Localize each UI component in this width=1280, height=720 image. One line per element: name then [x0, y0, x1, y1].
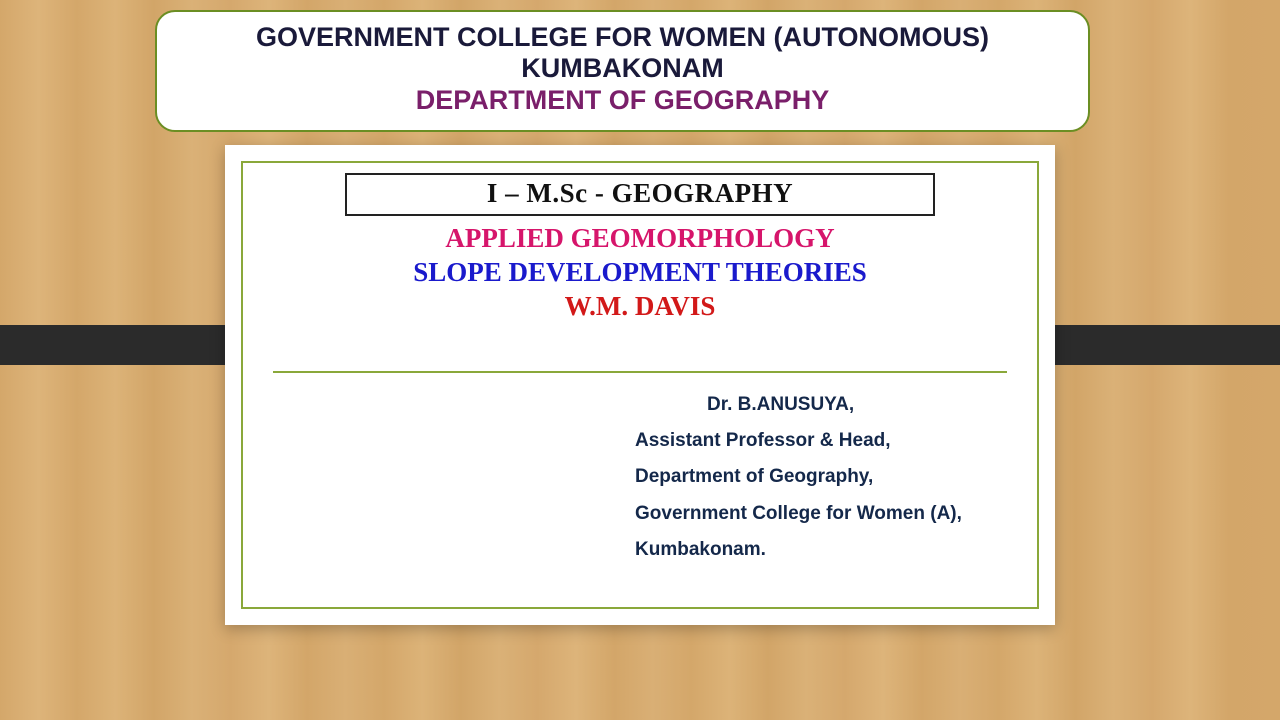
presenter-name: Dr. B.ANUSUYA, [635, 387, 1015, 423]
main-inner-frame: I – M.Sc - GEOGRAPHY APPLIED GEOMORPHOLO… [241, 161, 1039, 609]
subject-title: APPLIED GEOMORPHOLOGY [265, 222, 1015, 256]
presenter-college: Government College for Women (A), [635, 496, 1015, 532]
presenter-role: Assistant Professor & Head, [635, 423, 1015, 459]
topic-title: SLOPE DEVELOPMENT THEORIES [265, 256, 1015, 290]
department-name: DEPARTMENT OF GEOGRAPHY [177, 84, 1068, 118]
college-name-line1: GOVERNMENT COLLEGE FOR WOMEN (AUTONOMOUS… [177, 22, 1068, 53]
presenter-city: Kumbakonam. [635, 532, 1015, 568]
main-card: I – M.Sc - GEOGRAPHY APPLIED GEOMORPHOLO… [225, 145, 1055, 625]
header-box: GOVERNMENT COLLEGE FOR WOMEN (AUTONOMOUS… [155, 10, 1090, 132]
presenter-block: Dr. B.ANUSUYA, Assistant Professor & Hea… [635, 387, 1015, 567]
decor-bar-left [0, 325, 225, 365]
divider-line [273, 371, 1007, 373]
presenter-dept: Department of Geography, [635, 459, 1015, 495]
college-name-line2: KUMBAKONAM [177, 53, 1068, 84]
decor-bar-right [1055, 325, 1280, 365]
theory-author: W.M. DAVIS [265, 290, 1015, 324]
course-label: I – M.Sc - GEOGRAPHY [357, 178, 923, 209]
course-box: I – M.Sc - GEOGRAPHY [345, 173, 935, 216]
